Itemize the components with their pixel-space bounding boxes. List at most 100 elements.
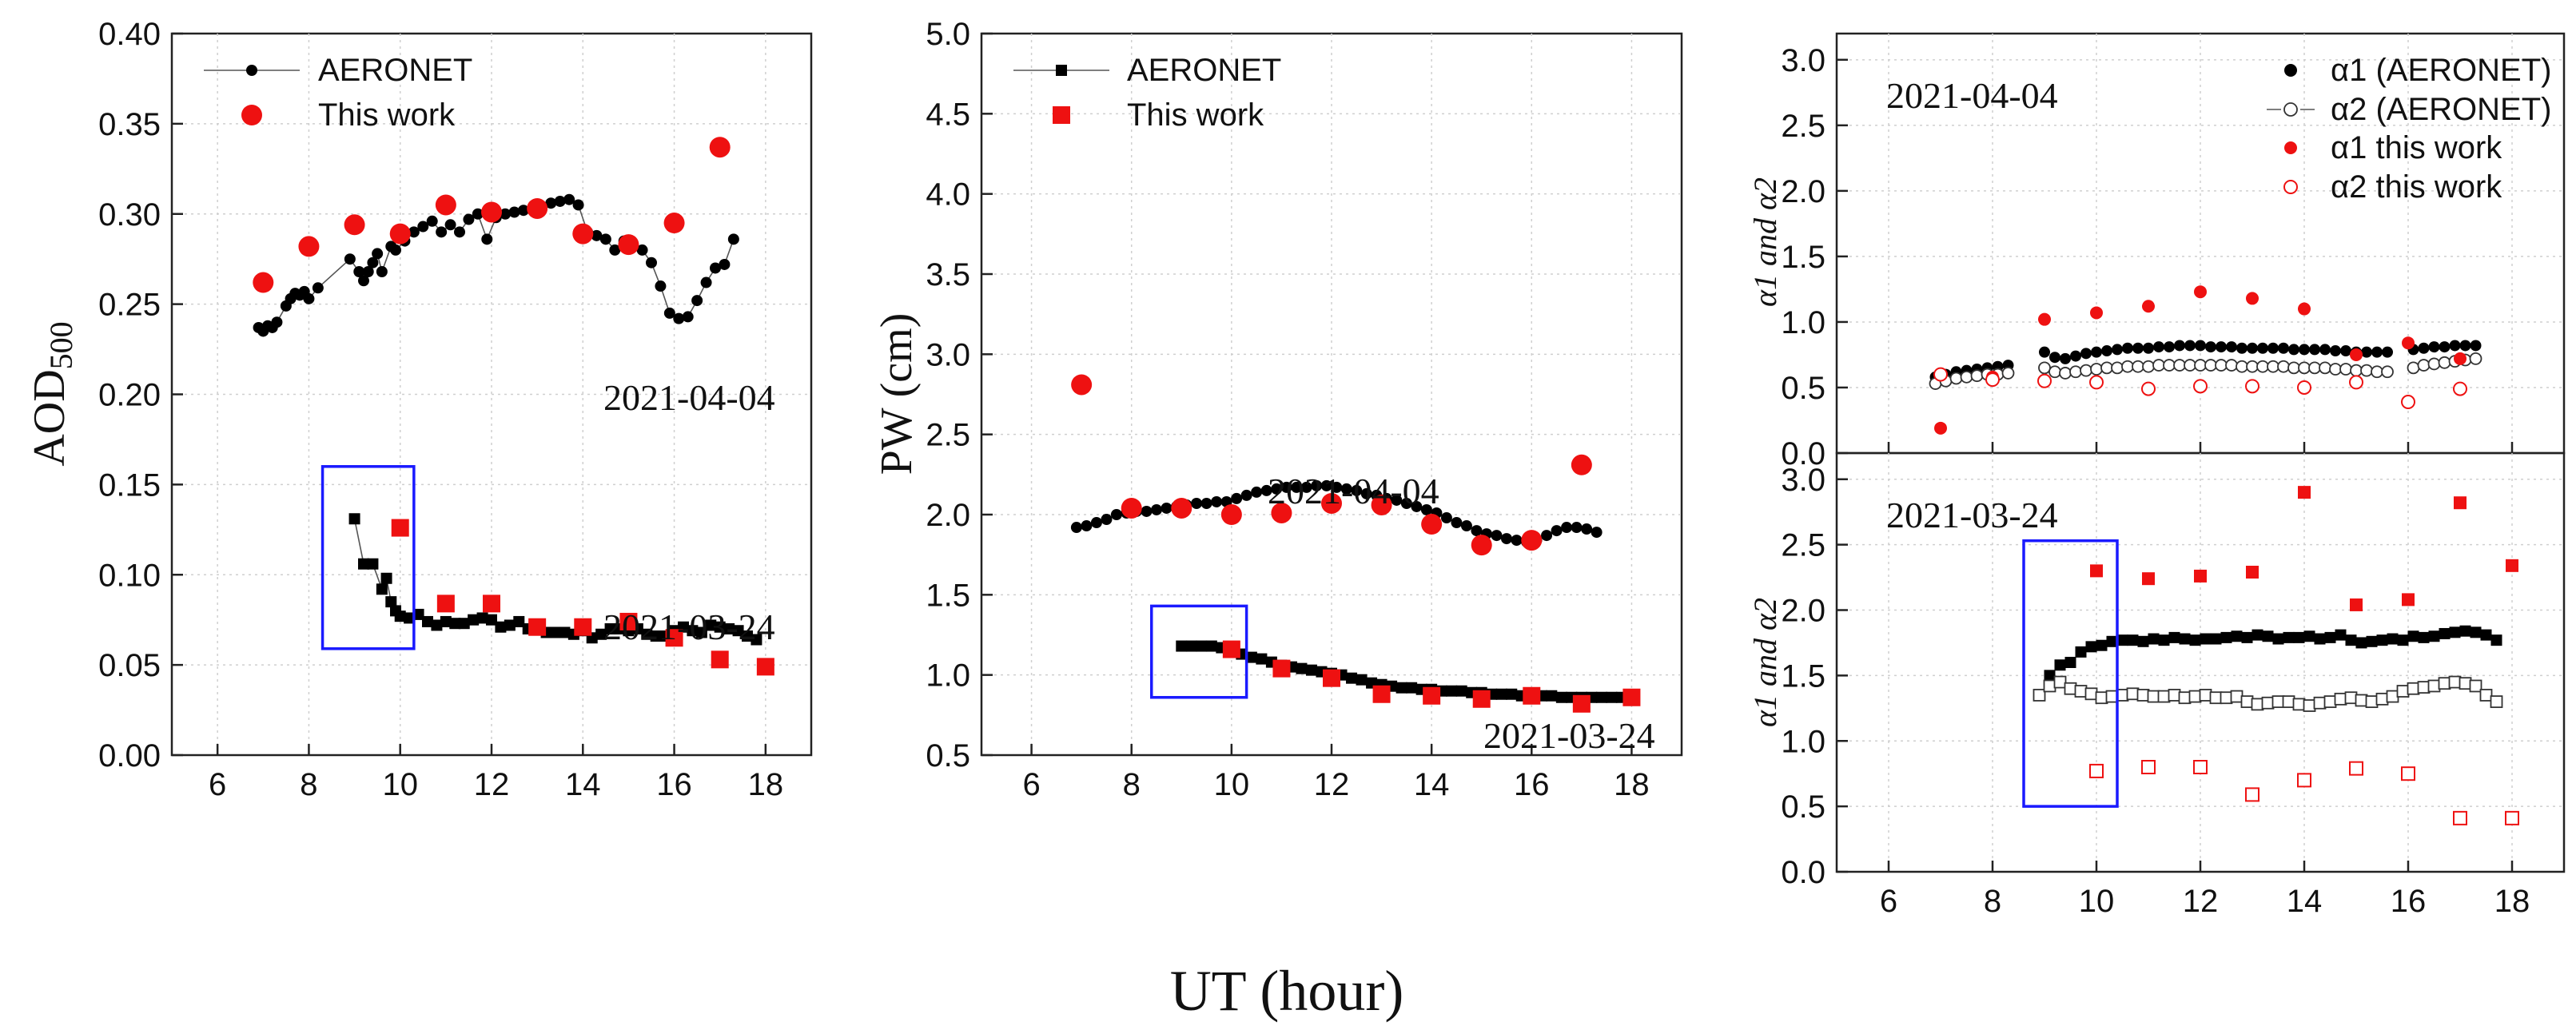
y-tick-label: 0.00 — [98, 738, 161, 773]
data-point-square — [2210, 633, 2222, 645]
data-point-dot — [1400, 497, 1412, 509]
data-point-open-square — [2230, 690, 2244, 703]
legend-label-aeronet: AERONET — [318, 53, 472, 88]
data-point-dot — [271, 316, 283, 328]
data-point-open-circle — [2287, 361, 2300, 375]
data-point-square — [650, 630, 662, 642]
x-tick-label: 12 — [2183, 884, 2219, 919]
data-point-dot — [2195, 340, 2206, 352]
data-point-open-circle — [2350, 364, 2363, 377]
data-point-red-open-circle — [2193, 379, 2208, 394]
data-point-square — [2418, 631, 2430, 643]
aod-y-axis-label: AOD500 — [25, 321, 79, 466]
date-label-2021-04-04: 2021-04-04 — [1886, 75, 2058, 116]
data-point-dot — [362, 265, 374, 277]
data-point-square — [1305, 664, 1317, 676]
data-point-dot — [1280, 481, 1292, 493]
data-point-open-circle — [2339, 363, 2352, 376]
data-point-square — [687, 625, 699, 637]
x-tick-label: 16 — [2391, 884, 2427, 919]
data-point-open-square — [2396, 685, 2410, 698]
data-point-red-open-square — [2401, 766, 2415, 781]
data-point-red-square — [1423, 686, 1441, 705]
y-tick-label: 4.5 — [926, 97, 970, 132]
y-tick-label: 4.0 — [926, 177, 970, 213]
data-point-dot — [1291, 481, 1303, 493]
y-tick-label: 2.0 — [926, 498, 970, 533]
y-tick-label: 0.0 — [1781, 855, 1825, 890]
data-point-square — [2044, 670, 2056, 682]
data-point-square — [1395, 682, 1407, 694]
data-point-square — [2262, 630, 2274, 642]
data-point-red-square — [391, 519, 409, 537]
data-point-square — [1495, 688, 1507, 700]
data-point-open-square — [2126, 687, 2140, 701]
data-point-red-square — [1272, 659, 1291, 678]
data-point-red-circle — [344, 214, 365, 236]
data-point-square — [1245, 651, 1257, 663]
data-point-red-dot — [2038, 312, 2051, 326]
data-point-square — [1205, 640, 1217, 652]
y-tick-label: 0.15 — [98, 467, 161, 503]
data-point-open-circle — [2080, 364, 2092, 377]
data-point-open-circle — [2121, 360, 2134, 373]
data-point-dot — [312, 282, 324, 294]
data-point-dot — [2060, 352, 2071, 364]
data-point-dot — [1460, 520, 1472, 532]
x-tick-label: 14 — [2287, 884, 2323, 919]
data-point-square — [2283, 631, 2295, 643]
data-point-red-square — [665, 629, 683, 647]
y-tick-label: 0.25 — [98, 288, 161, 323]
x-tick-label: 10 — [382, 767, 418, 802]
y-tick-label: 2.0 — [1781, 594, 1825, 629]
data-point-open-square — [2417, 681, 2431, 694]
data-point-dot — [372, 248, 384, 260]
date-label-2021-03-24: 2021-03-24 — [603, 606, 775, 647]
data-point-dot — [1101, 514, 1113, 526]
data-point-square — [604, 622, 616, 634]
y-tick-label: 1.0 — [1781, 724, 1825, 759]
data-point-dot — [2449, 340, 2461, 352]
data-point-open-square — [2240, 695, 2254, 709]
data-point-dot — [376, 265, 388, 277]
data-point-square — [2179, 633, 2191, 645]
data-point-square — [2293, 631, 2305, 643]
data-point-square — [2449, 626, 2461, 638]
data-point-red-open-circle — [2453, 381, 2467, 396]
data-point-open-circle — [2236, 360, 2248, 373]
data-point-square — [2459, 625, 2471, 637]
data-point-square — [2439, 627, 2451, 639]
highlight-box — [1149, 604, 1248, 699]
data-point-dot — [1070, 522, 1082, 534]
data-point-open-square — [2479, 689, 2493, 702]
data-point-square — [2470, 626, 2482, 638]
legend-marker-dot — [246, 65, 257, 76]
data-point-dot — [454, 226, 465, 238]
data-point-open-circle — [1949, 372, 1963, 385]
data-point-square — [2085, 641, 2097, 653]
data-point-open-square — [2074, 685, 2088, 698]
y-tick-label: 3.0 — [1781, 463, 1825, 498]
data-point-open-circle — [2225, 359, 2238, 372]
data-point-dot — [1440, 512, 1452, 524]
data-point-open-square — [2147, 690, 2160, 703]
data-point-open-square — [2053, 675, 2067, 689]
data-point-square — [2490, 634, 2502, 646]
data-point-red-square — [619, 612, 638, 630]
data-point-open-square — [2178, 691, 2192, 705]
data-point-red-dot — [2298, 302, 2311, 316]
data-point-red-open-circle — [2089, 375, 2104, 390]
data-point-square — [2200, 633, 2212, 645]
y-tick-label: 3.0 — [1781, 43, 1825, 78]
data-point-dot — [1351, 484, 1363, 496]
data-point-dot — [2470, 340, 2482, 352]
data-point-dot — [545, 197, 557, 209]
y-tick-label: 2.5 — [1781, 109, 1825, 144]
data-point-open-circle — [2246, 360, 2259, 373]
data-point-red-square — [756, 658, 774, 676]
data-point-square — [1406, 682, 1418, 694]
y-tick-label: 0.20 — [98, 378, 161, 413]
data-point-open-square — [2251, 698, 2264, 711]
data-point-red-square — [2350, 598, 2363, 611]
x-tick-label: 18 — [748, 767, 784, 802]
